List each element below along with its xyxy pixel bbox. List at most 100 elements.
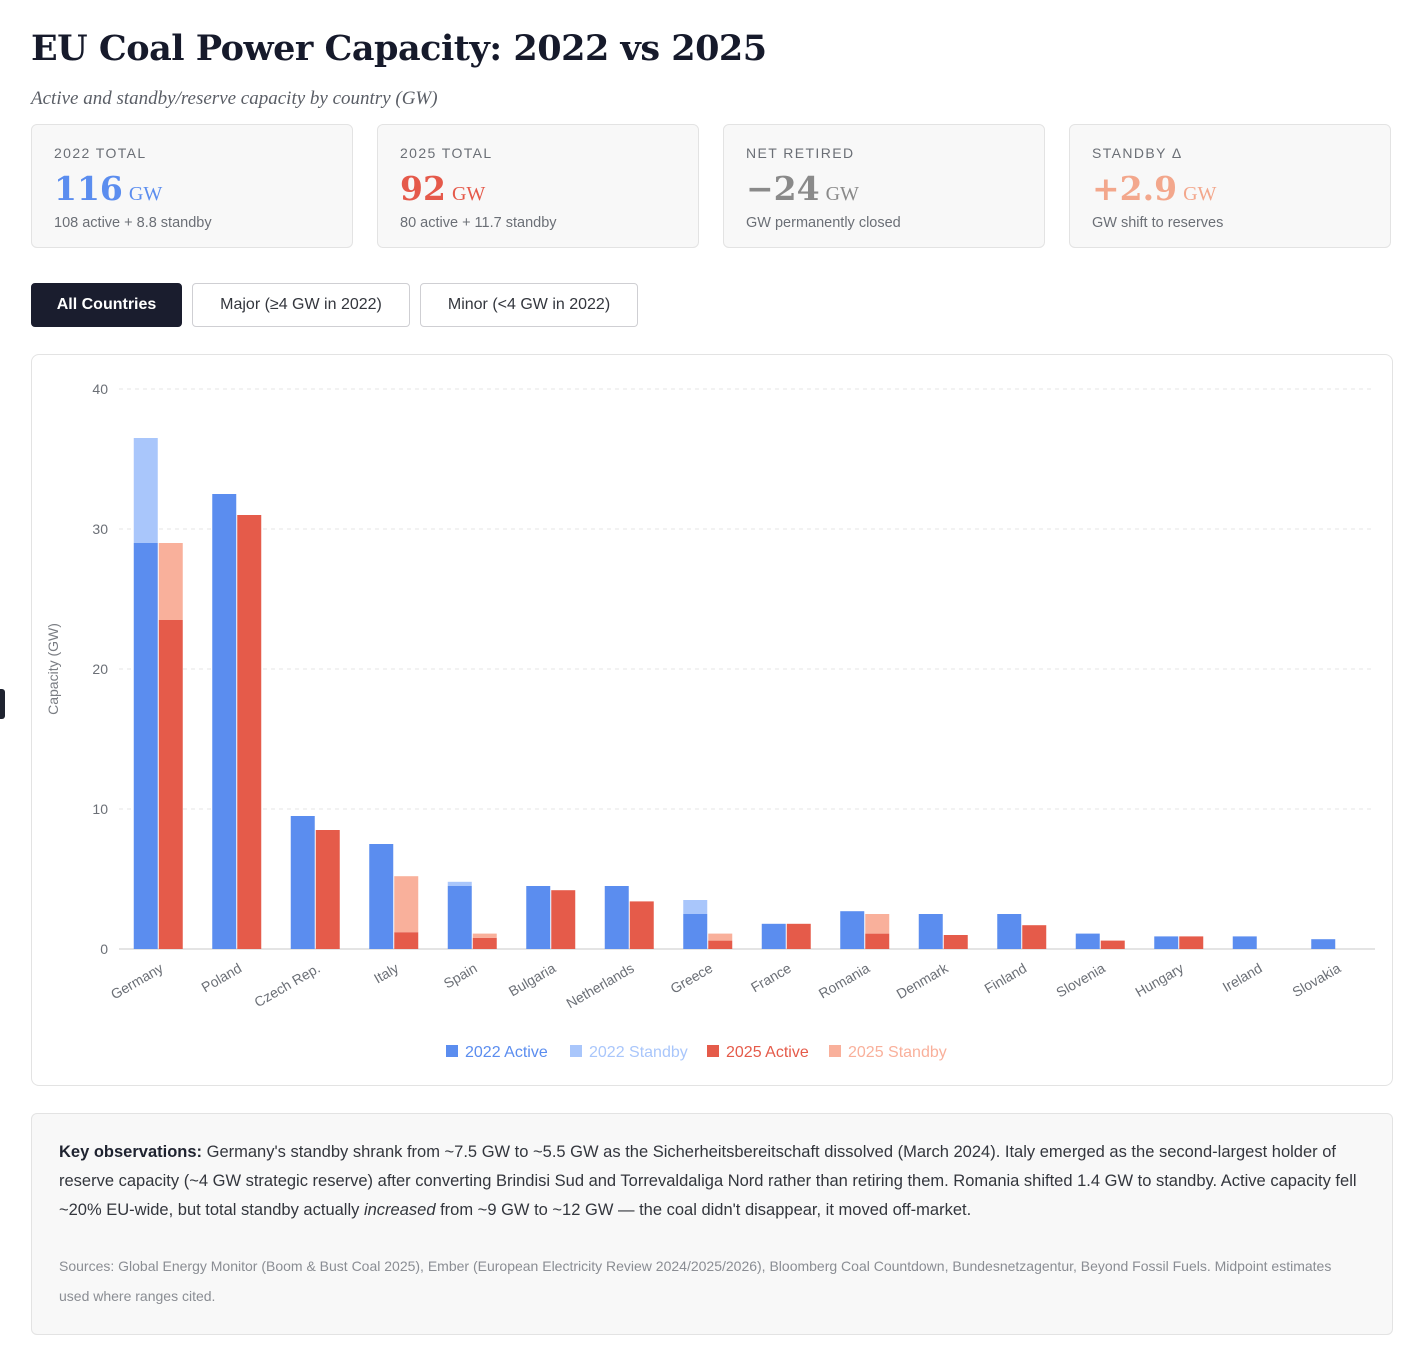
x-tick-label: Germany — [108, 960, 166, 1003]
x-tick-label: Finland — [981, 960, 1029, 997]
bar-2025-active[interactable] — [472, 937, 497, 949]
bar-2025-standby[interactable] — [472, 933, 497, 938]
bar-2022-active[interactable] — [1075, 933, 1100, 949]
legend-label[interactable]: 2022 Active — [465, 1044, 548, 1061]
bar-2022-active[interactable] — [840, 911, 865, 949]
x-tick-label: Greece — [667, 960, 715, 997]
legend-label[interactable]: 2025 Standby — [848, 1044, 947, 1061]
bar-2022-standby[interactable] — [133, 438, 158, 543]
stat-unit: GW — [1183, 183, 1217, 205]
y-tick-label: 30 — [92, 521, 108, 537]
y-tick-label: 20 — [92, 661, 108, 677]
bar-2025-active[interactable] — [315, 830, 340, 949]
bar-2022-active[interactable] — [1311, 939, 1336, 949]
x-tick-label: Czech Rep. — [251, 960, 322, 1010]
bar-2022-standby[interactable] — [683, 900, 708, 914]
bar-2025-active[interactable] — [1022, 925, 1047, 949]
observations-card: Key observations: Germany's standby shra… — [31, 1113, 1393, 1335]
bar-2025-active[interactable] — [708, 940, 733, 949]
chart-card: 0 10 20 30 40 Capacity (GW) Germany Poland Czech… — [31, 354, 1393, 1086]
bar-2022-active[interactable] — [369, 844, 394, 949]
bar-2025-standby[interactable] — [865, 914, 890, 934]
legend-swatch[interactable] — [707, 1045, 719, 1057]
stat-note: 80 active + 11.7 standby — [400, 215, 557, 231]
bar-2022-active[interactable] — [212, 494, 237, 949]
stat-unit: GW — [825, 183, 859, 205]
legend-swatch[interactable] — [570, 1045, 582, 1057]
bar-2025-active[interactable] — [943, 935, 968, 949]
filter-minor-button[interactable]: Minor (<4 GW in 2022) — [420, 283, 638, 327]
x-tick-label: Denmark — [894, 959, 952, 1002]
bar-2025-active[interactable] — [237, 515, 262, 949]
y-tick-label: 10 — [92, 801, 108, 817]
bar-2022-standby[interactable] — [447, 881, 472, 886]
stat-label: Net Retired — [746, 145, 855, 161]
x-tick-label: Romania — [816, 960, 873, 1002]
x-tick-label: Slovenia — [1053, 960, 1108, 1001]
stat-note: GW shift to reserves — [1092, 215, 1224, 231]
bar-2022-active[interactable] — [1232, 936, 1257, 949]
bar-2025-active[interactable] — [786, 923, 811, 949]
observations-emphasis: increased — [363, 1201, 436, 1219]
legend-label[interactable]: 2025 Active — [726, 1044, 809, 1061]
stat-card-standby-delta: Standby Δ +2.9 GW GW shift to reserves — [1069, 124, 1391, 248]
bar-2025-active[interactable] — [1179, 936, 1204, 949]
x-tick-label: Italy — [371, 960, 401, 987]
x-tick-label: Netherlands — [563, 960, 636, 1012]
bar-2022-active[interactable] — [997, 914, 1022, 949]
bar-2022-active[interactable] — [604, 886, 629, 949]
stat-number: 116 — [54, 169, 123, 208]
page-title: EU Coal Power Capacity: 2022 vs 2025 — [31, 28, 767, 69]
page-subtitle: Active and standby/reserve capacity by c… — [31, 88, 438, 109]
x-tick-label: Bulgaria — [506, 960, 559, 1000]
bar-2025-active[interactable] — [1100, 940, 1125, 949]
stat-number: +2.9 — [1092, 169, 1178, 208]
stat-number: 92 — [400, 169, 446, 208]
bar-2022-active[interactable] — [761, 923, 786, 949]
y-axis-label: Capacity (GW) — [45, 623, 61, 715]
stat-value: +2.9 GW — [1092, 169, 1216, 208]
stat-label: 2025 Total — [400, 145, 493, 161]
bar-2025-standby[interactable] — [394, 876, 419, 933]
bar-2022-active[interactable] — [683, 914, 708, 949]
bar-2022-active[interactable] — [447, 886, 472, 949]
bar-2025-active[interactable] — [865, 933, 890, 949]
x-tick-label: Spain — [441, 960, 480, 992]
side-panel-handle[interactable] — [0, 689, 5, 719]
bar-2022-active[interactable] — [290, 816, 315, 949]
bar-2022-active[interactable] — [918, 914, 943, 949]
stat-label: 2022 Total — [54, 145, 147, 161]
stat-card-2025-total: 2025 Total 92 GW 80 active + 11.7 standby — [377, 124, 699, 248]
x-tick-label: Poland — [198, 960, 244, 996]
stat-value: 92 GW — [400, 169, 485, 208]
x-tick-label: Hungary — [1132, 960, 1186, 1000]
observations-body-2: from ~9 GW to ~12 GW — the coal didn't d… — [435, 1201, 972, 1219]
bar-2022-active[interactable] — [1154, 936, 1179, 949]
bar-2025-standby[interactable] — [158, 543, 183, 620]
stat-card-net-retired: Net Retired −24 GW GW permanently closed — [723, 124, 1045, 248]
y-tick-label: 40 — [92, 381, 108, 397]
legend-label[interactable]: 2022 Standby — [589, 1044, 688, 1061]
bar-2025-active[interactable] — [551, 890, 576, 949]
stat-number: −24 — [746, 169, 820, 208]
bar-2025-active[interactable] — [394, 932, 419, 949]
stat-note: 108 active + 8.8 standby — [54, 215, 212, 231]
sources-text: Sources: Global Energy Monitor (Boom & B… — [59, 1258, 1332, 1304]
legend-swatch[interactable] — [446, 1045, 458, 1057]
observations-text: Key observations: Germany's standby shra… — [59, 1138, 1365, 1225]
bar-2022-active[interactable] — [133, 543, 158, 949]
x-tick-label: Slovakia — [1289, 960, 1343, 1000]
stat-value: −24 GW — [746, 169, 859, 208]
bar-chart: 0 10 20 30 40 Capacity (GW) Germany Poland Czech… — [45, 381, 1375, 1061]
filter-major-button[interactable]: Major (≥4 GW in 2022) — [192, 283, 410, 327]
bar-2022-active[interactable] — [526, 886, 551, 949]
bar-2025-active[interactable] — [629, 901, 654, 949]
x-tick-label: Ireland — [1220, 960, 1265, 995]
filter-all-countries-button[interactable]: All Countries — [31, 283, 182, 327]
stat-unit: GW — [451, 183, 486, 205]
bar-2025-standby[interactable] — [708, 933, 733, 941]
stat-note: GW permanently closed — [746, 215, 901, 231]
legend-swatch[interactable] — [829, 1045, 841, 1057]
bar-2025-active[interactable] — [158, 620, 183, 949]
observations-heading: Key observations: — [59, 1143, 203, 1161]
